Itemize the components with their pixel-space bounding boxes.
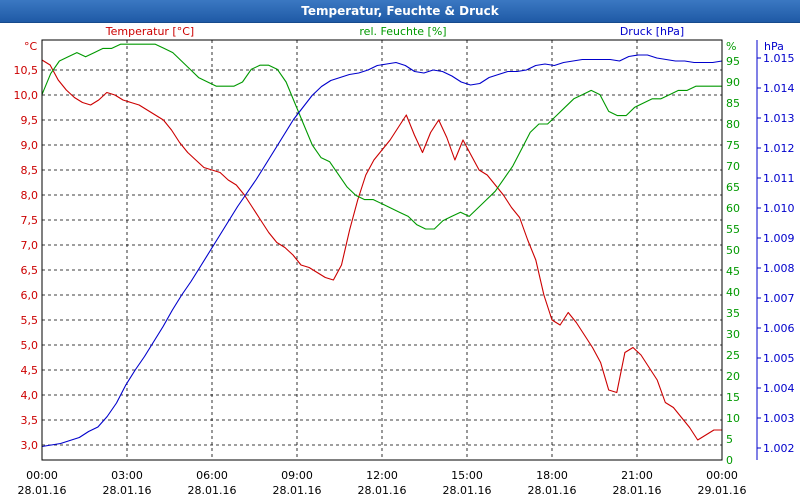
x-tick-date-label: 28.01.16	[18, 484, 67, 497]
humidity-tick-label: 65	[726, 181, 740, 194]
temperature-tick-label: 8,5	[21, 164, 39, 177]
x-tick-date-label: 28.01.16	[528, 484, 577, 497]
x-tick-time-label: 21:00	[621, 469, 653, 482]
temperature-tick-label: 5,0	[21, 339, 39, 352]
humidity-tick-label: 55	[726, 223, 740, 236]
humidity-tick-label: 60	[726, 202, 740, 215]
pressure-tick-label: 1.005	[763, 352, 795, 365]
humidity-tick-label: 80	[726, 118, 740, 131]
humidity-tick-label: 45	[726, 265, 740, 278]
x-tick-date-label: 28.01.16	[358, 484, 407, 497]
temperature-tick-label: 10,0	[14, 89, 39, 102]
pressure-tick-label: 1.013	[763, 112, 795, 125]
pressure-tick-label: 1.009	[763, 232, 795, 245]
temperature-tick-label: 6,5	[21, 264, 39, 277]
x-tick-time-label: 03:00	[111, 469, 143, 482]
humidity-tick-label: 25	[726, 349, 740, 362]
x-tick-date-label: 28.01.16	[103, 484, 152, 497]
series-line-pressure	[41, 54, 723, 448]
pressure-tick-label: 1.012	[763, 142, 795, 155]
x-tick-date-label: 28.01.16	[273, 484, 322, 497]
series-name-pressure: Druck [hPa]	[620, 25, 684, 38]
x-tick-date-label: 28.01.16	[188, 484, 237, 497]
humidity-tick-label: 90	[726, 76, 740, 89]
humidity-tick-label: 50	[726, 244, 740, 257]
pressure-tick-label: 1.004	[763, 382, 795, 395]
humidity-tick-label: 0	[726, 454, 733, 467]
humidity-tick-label: 30	[726, 328, 740, 341]
humidity-unit-label: %	[726, 40, 736, 53]
humidity-tick-label: 35	[726, 307, 740, 320]
temperature-unit-label: °C	[24, 40, 38, 53]
temperature-tick-label: 9,0	[21, 139, 39, 152]
series-line-temperature	[41, 59, 722, 441]
humidity-tick-label: 75	[726, 139, 740, 152]
x-tick-date-label: 29.01.16	[698, 484, 747, 497]
series-name-humidity: rel. Feuchte [%]	[359, 25, 446, 38]
x-tick-time-label: 00:00	[706, 469, 738, 482]
temperature-tick-label: 9,5	[21, 114, 39, 127]
series-name-temperature: Temperatur [°C]	[105, 25, 194, 38]
x-tick-time-label: 12:00	[366, 469, 398, 482]
humidity-tick-label: 10	[726, 412, 740, 425]
humidity-tick-label: 5	[726, 433, 733, 446]
axes-layer: Temperatur [°C] rel. Feuchte [%] Druck [hP…	[14, 25, 795, 497]
plot-border	[41, 39, 723, 461]
plot-frame	[41, 39, 758, 461]
temperature-tick-label: 5,5	[21, 314, 39, 327]
pressure-unit-label: hPa	[764, 40, 784, 53]
humidity-tick-label: 20	[726, 370, 740, 383]
x-tick-date-label: 28.01.16	[443, 484, 492, 497]
grid-layer	[41, 40, 723, 460]
chart-title: Temperatur, Feuchte & Druck	[301, 4, 499, 18]
humidity-tick-label: 40	[726, 286, 740, 299]
pressure-tick-label: 1.003	[763, 412, 795, 425]
temperature-tick-label: 8,0	[21, 189, 39, 202]
series-layer	[41, 43, 723, 448]
humidity-tick-label: 85	[726, 97, 740, 110]
pressure-tick-label: 1.010	[763, 202, 795, 215]
temperature-tick-label: 6,0	[21, 289, 39, 302]
temperature-tick-label: 3,5	[21, 414, 39, 427]
pressure-tick-label: 1.011	[763, 172, 795, 185]
temperature-tick-label: 7,5	[21, 214, 39, 227]
humidity-tick-label: 70	[726, 160, 740, 173]
pressure-tick-label: 1.015	[763, 52, 795, 65]
temperature-tick-label: 4,0	[21, 389, 39, 402]
humidity-tick-label: 15	[726, 391, 740, 404]
x-tick-date-label: 28.01.16	[613, 484, 662, 497]
x-tick-time-label: 09:00	[281, 469, 313, 482]
x-tick-time-label: 06:00	[196, 469, 228, 482]
temperature-tick-label: 10,5	[14, 64, 39, 77]
temperature-tick-label: 3,0	[21, 439, 39, 452]
temperature-tick-label: 7,0	[21, 239, 39, 252]
temperature-tick-label: 4,5	[21, 364, 39, 377]
x-tick-time-label: 00:00	[26, 469, 58, 482]
series-line-humidity	[41, 43, 722, 230]
pressure-tick-label: 1.008	[763, 262, 795, 275]
humidity-tick-label: 95	[726, 55, 740, 68]
pressure-tick-label: 1.006	[763, 322, 795, 335]
x-tick-time-label: 15:00	[451, 469, 483, 482]
chart-title-bar: Temperatur, Feuchte & Druck	[0, 0, 800, 23]
pressure-tick-label: 1.002	[763, 442, 795, 455]
pressure-tick-label: 1.014	[763, 82, 795, 95]
x-tick-time-label: 18:00	[536, 469, 568, 482]
pressure-tick-label: 1.007	[763, 292, 795, 305]
